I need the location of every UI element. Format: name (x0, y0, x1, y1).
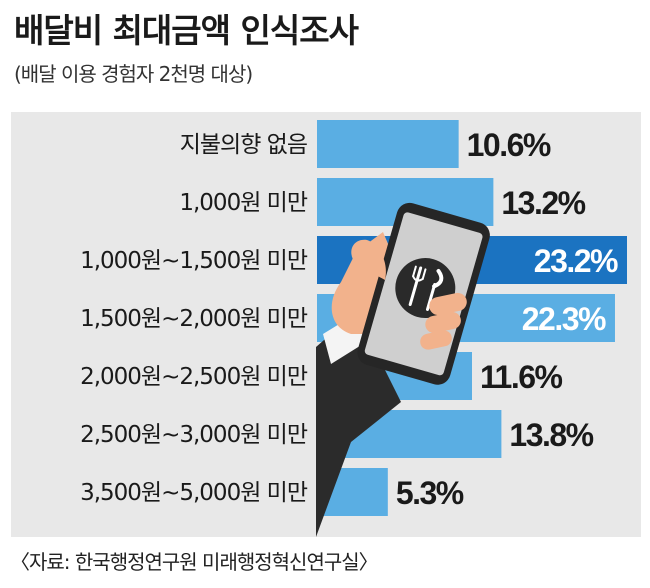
value-label-5: 13.8% (509, 417, 593, 453)
bar-0 (317, 120, 459, 168)
value-label-3: 22.3% (522, 301, 606, 337)
chart-subtitle: (배달 이용 경험자 2천명 대상) (14, 62, 253, 86)
category-label-1: 1,000원 미만 (179, 190, 307, 216)
finger-3 (420, 330, 452, 350)
fork-knife-icon (408, 265, 444, 311)
value-label-2: 23.2% (534, 243, 618, 279)
value-label-0: 10.6% (467, 127, 551, 163)
source-note: 〈자료: 한국행정연구원 미래행정혁신연구실〉 (10, 550, 379, 574)
chart-panel: 지불의향 없음 10.6% 1,000원 미만 13.2% 1,000원~1,500원 … (11, 112, 641, 537)
category-label-4: 2,000원~2,500원 미만 (80, 364, 308, 390)
thumb (351, 239, 386, 280)
value-label-6: 5.3% (396, 475, 464, 511)
finger-1 (429, 292, 467, 316)
category-label-6: 3,500원~5,000원 미만 (80, 480, 308, 506)
bar-chart: 지불의향 없음 10.6% 1,000원 미만 13.2% 1,000원~1,500원 … (80, 120, 627, 537)
value-label-1: 13.2% (501, 185, 585, 221)
hand-holding-phone-illustration (316, 202, 490, 537)
category-label-3: 1,500원~2,000원 미만 (80, 306, 308, 332)
chart-title: 배달비 최대금액 인식조사 (14, 11, 359, 50)
category-label-0: 지불의향 없음 (180, 132, 307, 158)
value-label-4: 11.6% (480, 359, 563, 395)
finger-2 (425, 312, 461, 333)
category-label-2: 1,000원~1,500원 미만 (80, 248, 308, 274)
category-label-5: 2,500원~3,000원 미만 (80, 422, 308, 448)
